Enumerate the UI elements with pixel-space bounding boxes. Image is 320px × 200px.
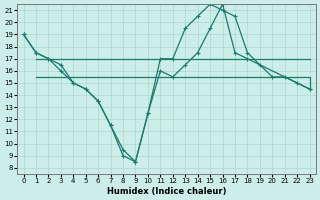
X-axis label: Humidex (Indice chaleur): Humidex (Indice chaleur) <box>107 187 226 196</box>
